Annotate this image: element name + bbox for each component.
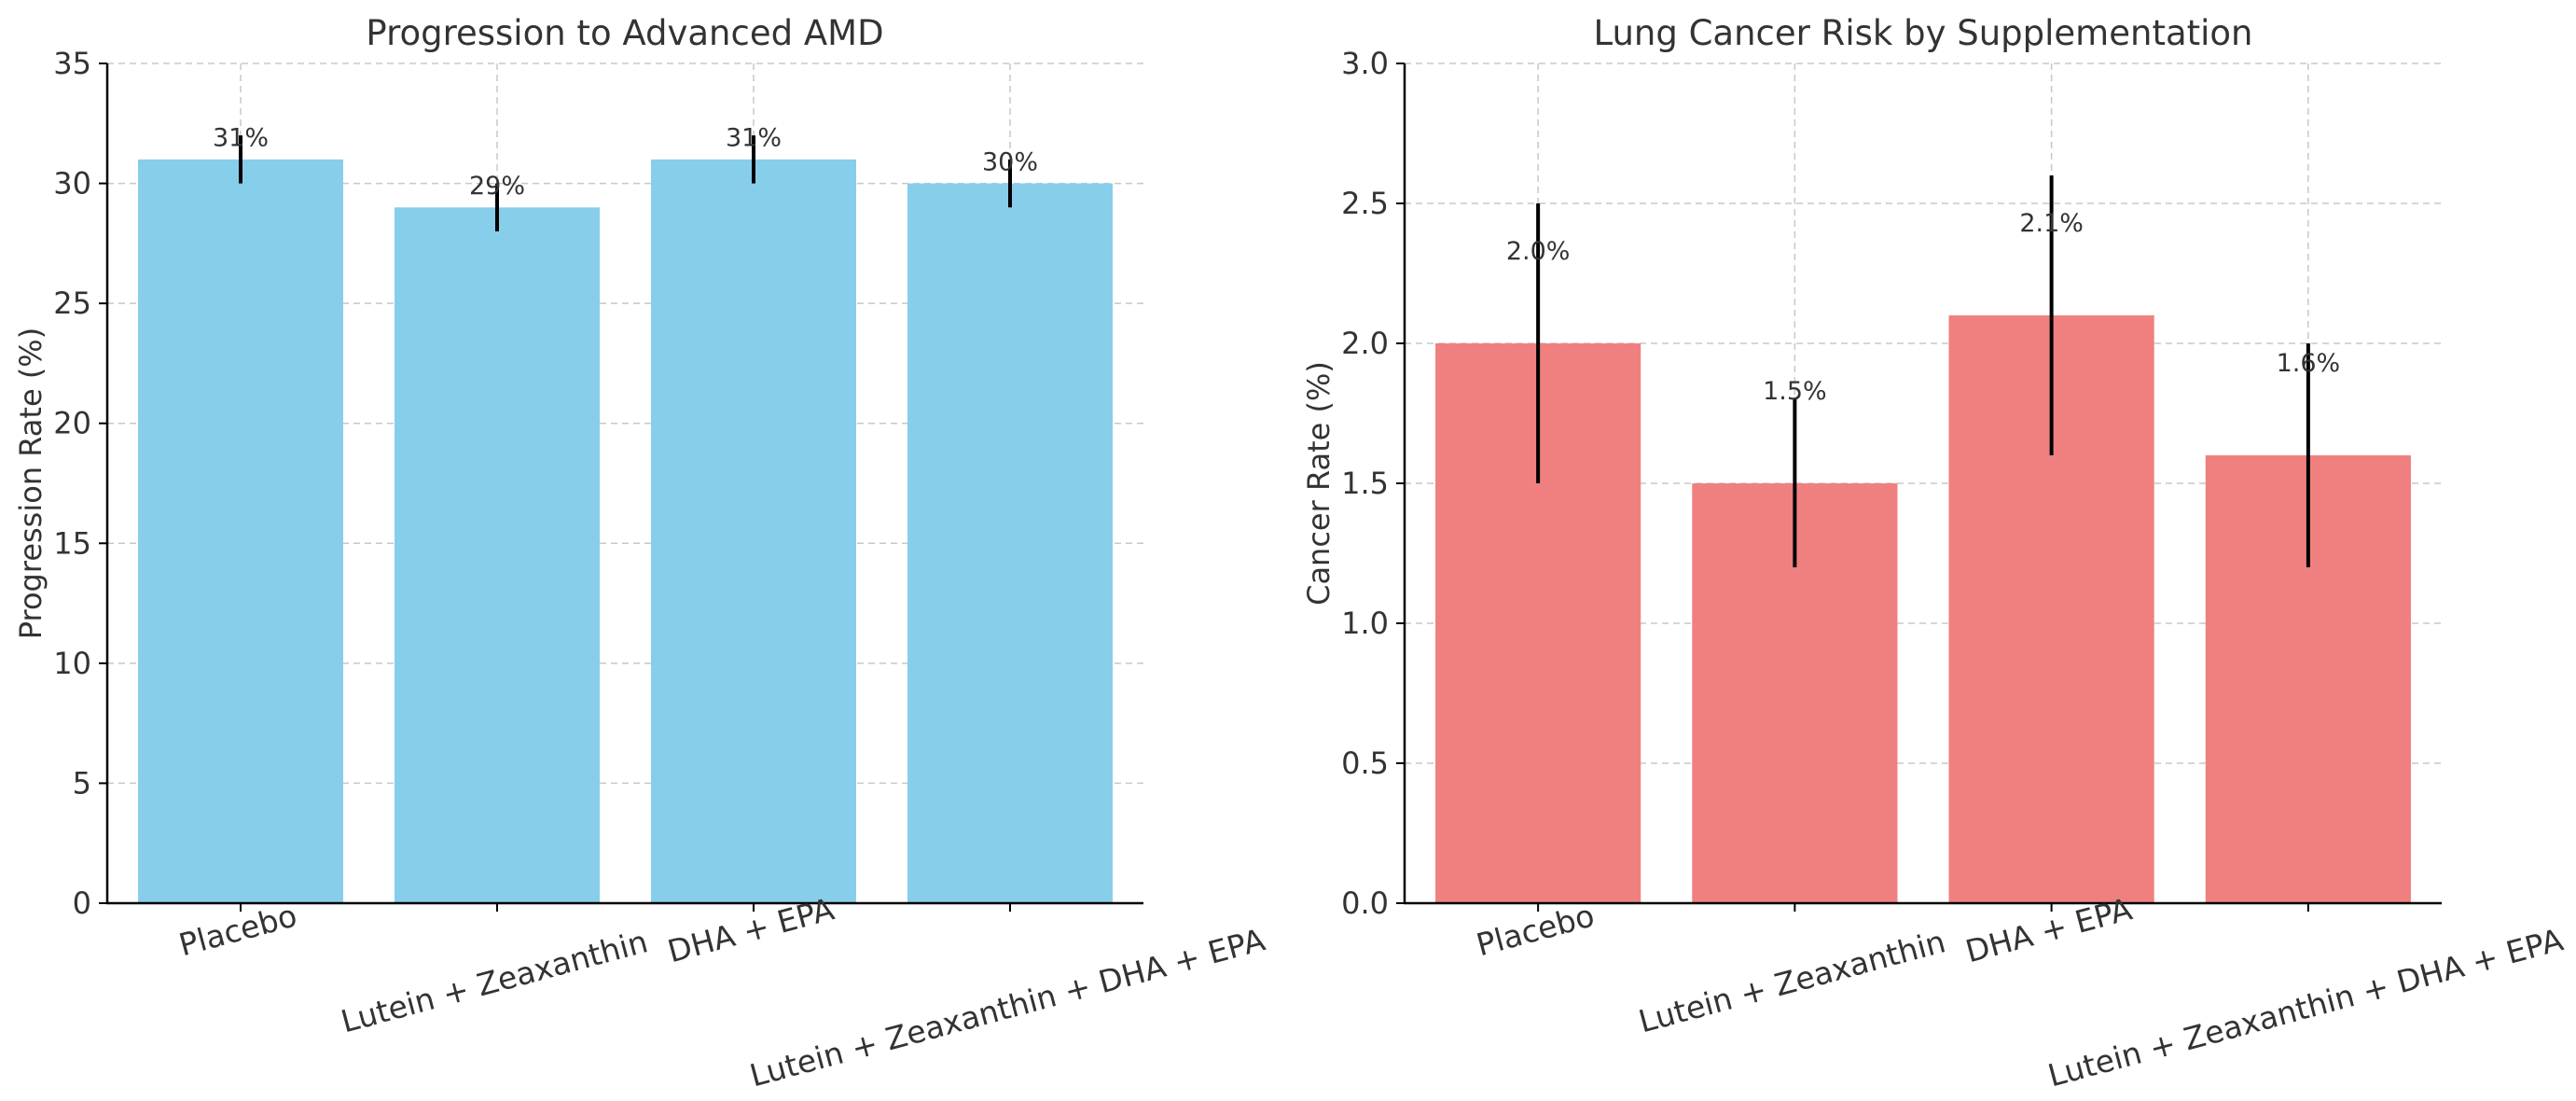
y-tick-label: 5 xyxy=(73,765,91,801)
y-tick-label: 0 xyxy=(73,885,91,921)
bar-4 xyxy=(907,183,1113,904)
data-label-1: 2.0% xyxy=(1506,237,1571,266)
x-tick-label: Lutein + Zeaxanthin + DHA + EPA xyxy=(746,921,1269,1094)
y-tick-label: 0.0 xyxy=(1341,885,1389,921)
y-tick-label: 2.5 xyxy=(1341,186,1389,221)
y-tick-label: 3.0 xyxy=(1341,46,1389,81)
chart-title: Progression to Advanced AMD xyxy=(366,13,883,53)
bar-1 xyxy=(138,159,343,903)
y-tick-label: 25 xyxy=(53,286,91,321)
data-label-4: 30% xyxy=(982,147,1038,176)
y-axis-label: Progression Rate (%) xyxy=(13,328,48,639)
x-tick-label: Placebo xyxy=(1473,897,1599,963)
x-tick-label: Lutein + Zeaxanthin xyxy=(1635,923,1949,1039)
bar-3 xyxy=(651,159,856,903)
amd-progression-chart: 31% 29% 31% 30% 0 5 10 15 20 25 30 35 Placebo Lutein … xyxy=(13,13,1269,1094)
y-tick-label: 30 xyxy=(53,166,91,202)
x-tick-label: Placebo xyxy=(175,897,301,963)
data-label-3: 31% xyxy=(726,124,782,153)
chart-title: Lung Cancer Risk by Supplementation xyxy=(1593,13,2252,53)
y-tick-label: 20 xyxy=(53,406,91,441)
x-tick-label: Lutein + Zeaxanthin + DHA + EPA xyxy=(2044,921,2568,1094)
y-tick-label: 35 xyxy=(53,46,91,81)
data-label-4: 1.6% xyxy=(2277,349,2341,378)
data-label-1: 31% xyxy=(213,124,269,153)
y-tick-label: 10 xyxy=(53,646,91,681)
y-tick-label: 1.5 xyxy=(1341,466,1389,501)
x-tick-label: Lutein + Zeaxanthin xyxy=(338,923,652,1039)
bar-2 xyxy=(395,207,600,904)
y-tick-label: 0.5 xyxy=(1341,746,1389,781)
y-tick-label: 2.0 xyxy=(1341,326,1389,361)
y-tick-label: 15 xyxy=(53,525,91,561)
y-axis-label: Cancer Rate (%) xyxy=(1301,361,1336,606)
data-label-3: 2.1% xyxy=(2019,209,2084,238)
data-label-2: 29% xyxy=(469,172,525,201)
data-label-2: 1.5% xyxy=(1763,377,1827,406)
y-tick-label: 1.0 xyxy=(1341,606,1389,641)
lung-cancer-chart: 2.0% 1.5% 2.1% 1.6% 0.0 0.5 1.0 1.5 2.0 2.5 3.0 Pla… xyxy=(1301,13,2567,1094)
